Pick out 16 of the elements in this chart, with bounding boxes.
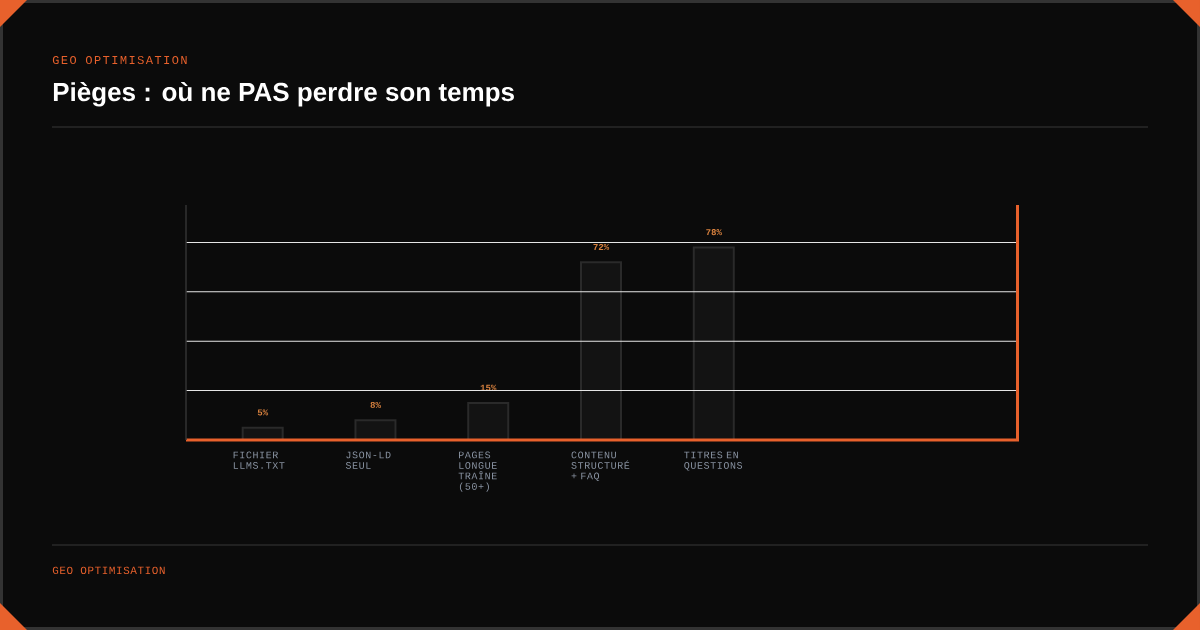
- x-tick-label: JSON-LD SEUL: [345, 451, 391, 469]
- data-label: 72%: [593, 243, 610, 250]
- x-tick-label: FICHIER LLMS.TXT: [233, 451, 285, 469]
- x-tick-label: PAGES LONGUE TRAÎNE (50+): [458, 451, 497, 492]
- data-label: 8%: [370, 401, 381, 409]
- chart-title: Pièges : où ne PAS perdre son temps: [53, 81, 514, 107]
- bar: [692, 246, 735, 441]
- chart-subtitle: GEO OPTIMISATION: [52, 55, 187, 65]
- bar: [580, 261, 623, 441]
- text: GEO OPTIMISATION: [52, 566, 165, 575]
- bar: [354, 419, 397, 441]
- data-label: 78%: [706, 229, 722, 236]
- x-tick-label: TITRES EN QUESTIONS: [684, 451, 743, 471]
- x-tick-label: CONTENU STRUCTURÉ + FAQ: [571, 451, 630, 482]
- data-label: 5%: [257, 409, 269, 416]
- bar: [467, 401, 510, 441]
